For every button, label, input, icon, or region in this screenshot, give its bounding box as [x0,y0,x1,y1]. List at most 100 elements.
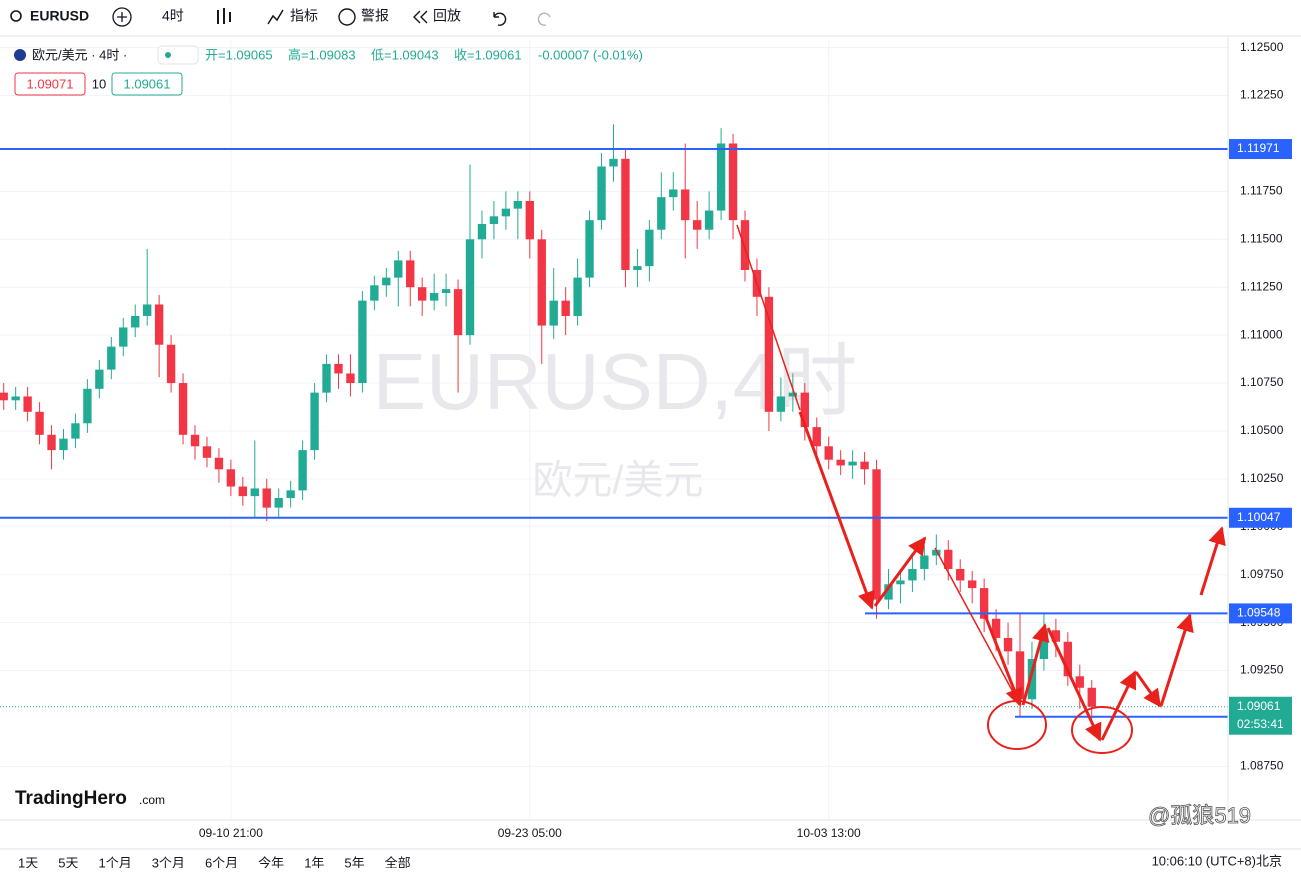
candle-body [836,459,845,466]
candle-body [131,315,140,328]
time-axis: 09-10 21:00 09-23 05:00 10-03 13:00 [199,826,861,840]
candle-body [860,461,869,470]
candle-body [453,289,463,336]
candle-body [657,197,666,230]
symbol[interactable]: EURUSD [30,8,89,24]
countdown: 02:53:41 [1237,717,1284,731]
legend-close: 收=1.09061 [454,47,522,62]
candle-body [119,327,128,347]
candle-body [728,143,738,221]
candle-body [764,296,774,412]
last-price-label: 1.09061 [1237,699,1281,713]
replay-icon [413,10,428,24]
candle-body [908,568,917,581]
candle-body [1075,676,1084,688]
sell-price[interactable]: 1.09071 [27,76,74,91]
legend-high: 高=1.09083 [288,47,356,62]
candle-body [573,277,582,316]
candle-body [262,488,271,508]
candle-body [178,383,188,435]
candle-body [346,373,355,384]
plot-area [0,40,1228,820]
range-button[interactable]: 6个月 [205,855,238,870]
candle-body [561,300,570,316]
candle-body [932,549,941,556]
candle-body [465,239,475,336]
range-button[interactable]: 今年 [258,855,284,870]
indicators[interactable]: 指标 [290,8,318,24]
candle-body [11,396,20,401]
candle-body [154,304,164,345]
y-tick-label: 1.11000 [1240,327,1283,341]
candle-body [1063,641,1073,677]
level-label-bg [1229,603,1292,624]
candle-body [944,549,953,569]
interval[interactable]: 4时 [162,8,184,24]
candle-body [406,260,415,288]
x-tick-label: 10-03 13:00 [797,826,861,840]
candle-body [645,229,654,267]
candle-body [896,580,905,585]
annotation-arrow [1046,627,1102,742]
candle-body [621,158,630,270]
y-tick-label: 1.11500 [1240,231,1283,245]
candle-body [1015,651,1025,700]
alert-icon [338,8,356,26]
range-button[interactable]: 1个月 [98,855,131,870]
candle-body [800,392,809,428]
undo[interactable] [493,12,507,26]
candle-body [35,411,44,435]
candle-body [824,446,833,460]
buy-price[interactable]: 1.09061 [124,76,171,91]
buy-box[interactable] [111,72,183,96]
replay[interactable]: 回放 [433,8,461,24]
candle-body [501,208,511,217]
candle-body [441,289,451,293]
annotation-arrow [1100,670,1137,741]
sell-box[interactable] [14,72,86,96]
legend-open: 开=1.09065 [205,47,273,62]
candle-body [274,498,283,508]
candle-body [716,143,726,211]
chart-type-icon[interactable] [217,8,231,24]
candle-body [884,584,893,600]
logo-suffix: .com [139,793,165,807]
candle-body [991,618,1001,638]
annotation-arrow [1159,613,1194,707]
search-icon[interactable] [10,10,22,22]
range-button[interactable]: 5天 [58,855,78,870]
add-icon [117,12,127,22]
range-button[interactable]: 1天 [18,855,38,870]
candle-body [143,304,152,316]
watermark-sub: 欧元/美元 [532,459,703,503]
y-tick-label: 1.09750 [1240,567,1284,581]
candle-body [609,158,618,167]
candle-body [95,369,104,389]
annotation-arrow [1199,526,1226,596]
candle-body [47,434,56,451]
y-tick-label: 1.08750 [1240,759,1284,773]
annotation-arrow [1021,623,1050,706]
candle-body [979,588,989,619]
credit: @孤狼519 [1148,803,1251,828]
alerts[interactable]: 警报 [361,8,389,24]
range-button[interactable]: 全部 [385,855,411,870]
candle-body [477,223,487,240]
range-button[interactable]: 5年 [344,855,364,870]
indicators-icon [267,9,284,25]
candle-body [848,461,857,466]
candle-body [1027,659,1037,700]
redo[interactable] [537,12,551,26]
candle-body [920,555,929,569]
candle-body [633,266,642,270]
annotation-line [934,547,1021,706]
annotation-circle [1071,706,1133,754]
add-symbol[interactable] [112,7,132,27]
candle-body [298,450,307,491]
candle-body [429,292,439,301]
y-tick-label: 1.11250 [1240,279,1283,293]
range-button[interactable]: 1年 [304,855,324,870]
y-tick-label: 1.10250 [1240,471,1284,485]
range-button[interactable]: 3个月 [152,855,185,870]
